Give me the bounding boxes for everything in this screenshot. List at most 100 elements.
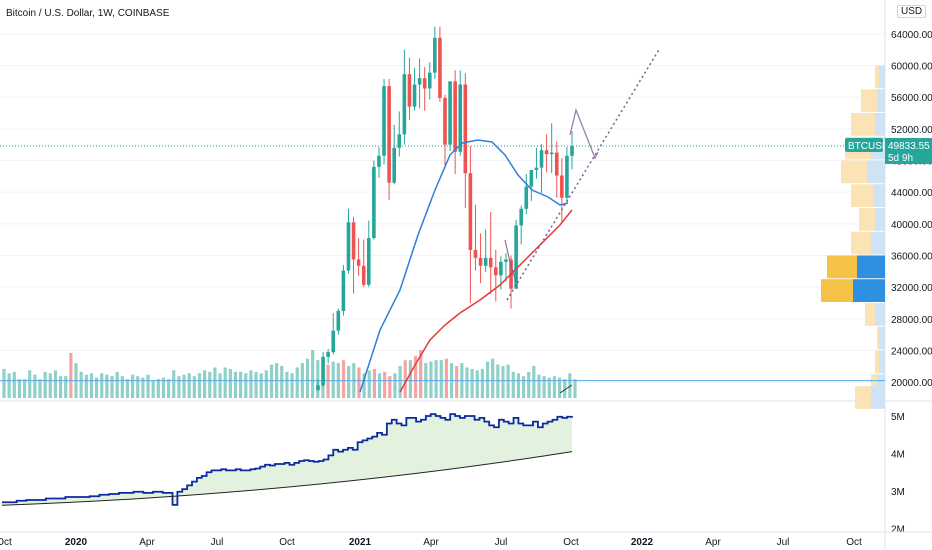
volume-profile-bar xyxy=(851,113,875,136)
candle-body xyxy=(331,330,336,353)
volume-bar xyxy=(455,366,459,398)
time-axis-label: Apr xyxy=(139,537,155,548)
symbol-title: Bitcoin / U.S. Dollar, 1W, COINBASE xyxy=(6,8,170,19)
candle-body xyxy=(478,257,483,266)
volume-bar xyxy=(357,367,361,398)
candle-body xyxy=(565,155,569,198)
moving-average-volume xyxy=(559,384,573,394)
lower-axis-tick: 5M xyxy=(891,412,905,423)
volume-bar xyxy=(64,376,68,398)
candle-body xyxy=(367,238,371,285)
candle-body xyxy=(488,257,493,268)
lower-indicator xyxy=(1,413,573,506)
lower-axis: 5M 4M 3M 2M xyxy=(891,412,905,536)
candle-body xyxy=(397,134,402,148)
volume-bar xyxy=(295,367,299,398)
volume-bar xyxy=(2,368,6,398)
candle-body xyxy=(407,74,412,107)
price-axis-tick: 28000.00 xyxy=(891,315,932,326)
volume-bar xyxy=(485,361,490,398)
grid-lines xyxy=(0,33,885,383)
currency-label[interactable]: USD xyxy=(897,5,927,18)
time-axis-label: Oct xyxy=(563,537,579,548)
candle-body xyxy=(473,249,478,258)
candle-body xyxy=(412,84,417,107)
price-axis-tick: 40000.00 xyxy=(891,220,932,231)
candle-body xyxy=(433,37,437,73)
price-axis-tick: 60000.00 xyxy=(891,62,932,73)
volume-bar xyxy=(573,379,577,398)
volume-bar xyxy=(280,366,284,398)
volume-bar xyxy=(439,360,443,398)
price-axis-tick: 20000.00 xyxy=(891,378,932,389)
volume-bar xyxy=(115,371,119,398)
candle-body xyxy=(326,352,330,357)
volume-profile-bar xyxy=(875,303,885,326)
volume-bar xyxy=(38,379,42,398)
candle-body xyxy=(504,259,508,262)
volume-bar xyxy=(532,366,536,398)
volume-bar xyxy=(94,377,99,398)
volume-bar xyxy=(285,371,289,398)
volume-profile-bar xyxy=(879,350,885,374)
lower-axis-tick: 3M xyxy=(891,487,905,498)
price-axis-tick: 36000.00 xyxy=(891,252,932,263)
volume-bar xyxy=(480,368,485,398)
volume-bar xyxy=(141,377,145,398)
volume-bar xyxy=(79,371,83,398)
price-tag-symbol-bg xyxy=(845,137,883,152)
indicator-fill xyxy=(2,414,572,506)
volume-bar xyxy=(496,364,500,398)
volume-bar xyxy=(347,366,351,398)
volume-profile-bar xyxy=(867,160,885,184)
price-tag-symbol: BTCUSD xyxy=(848,141,889,152)
volume-bar xyxy=(233,371,238,398)
volume-bar xyxy=(69,352,73,398)
price-axis: 64000.0060000.0056000.0052000.0048000.00… xyxy=(891,30,932,389)
candle-body xyxy=(549,152,554,155)
volume-bar xyxy=(542,376,546,398)
volume-bar xyxy=(326,364,330,398)
volume-bar xyxy=(131,374,135,398)
volume-profile-bar xyxy=(871,374,877,397)
candle-body xyxy=(356,259,361,266)
candle-body xyxy=(382,86,386,156)
price-axis-tick: 56000.00 xyxy=(891,93,932,104)
volume-bar xyxy=(568,373,572,398)
volume-bar xyxy=(28,370,32,398)
volume-bar xyxy=(377,373,382,398)
volume-bar xyxy=(197,373,202,398)
candle-body xyxy=(387,86,391,183)
candle-body xyxy=(377,155,381,167)
volume-bar xyxy=(501,366,505,398)
time-axis-label: Jul xyxy=(495,537,508,548)
moving-average-blue xyxy=(359,139,569,393)
volume-bar xyxy=(444,358,448,398)
candle-body xyxy=(499,261,503,276)
volume-bar xyxy=(398,366,402,398)
volume-bar xyxy=(305,358,310,398)
candle-body xyxy=(539,150,544,168)
volume-bar xyxy=(53,370,58,398)
volume-bar xyxy=(58,376,63,398)
volume-bar xyxy=(203,370,207,398)
volume-profile-bar xyxy=(851,184,873,207)
volume-bar xyxy=(537,374,541,398)
candle-body xyxy=(524,186,529,209)
volume-profile-bar xyxy=(877,89,885,112)
volume-bar xyxy=(239,371,243,398)
candle-body xyxy=(361,265,366,285)
volume-bar xyxy=(89,373,94,398)
candle-body xyxy=(346,222,351,271)
candle-body xyxy=(494,267,498,276)
time-axis-label: Apr xyxy=(423,537,439,548)
volume-bar xyxy=(491,358,495,398)
volume-bar xyxy=(408,360,412,398)
candle-body xyxy=(570,145,574,156)
candle-body xyxy=(560,175,564,198)
volume-profile-bar xyxy=(879,65,885,89)
price-axis-tick: 52000.00 xyxy=(891,125,932,136)
volume-bar xyxy=(223,367,227,398)
candle-body xyxy=(468,173,473,250)
volume-bar xyxy=(249,370,253,398)
